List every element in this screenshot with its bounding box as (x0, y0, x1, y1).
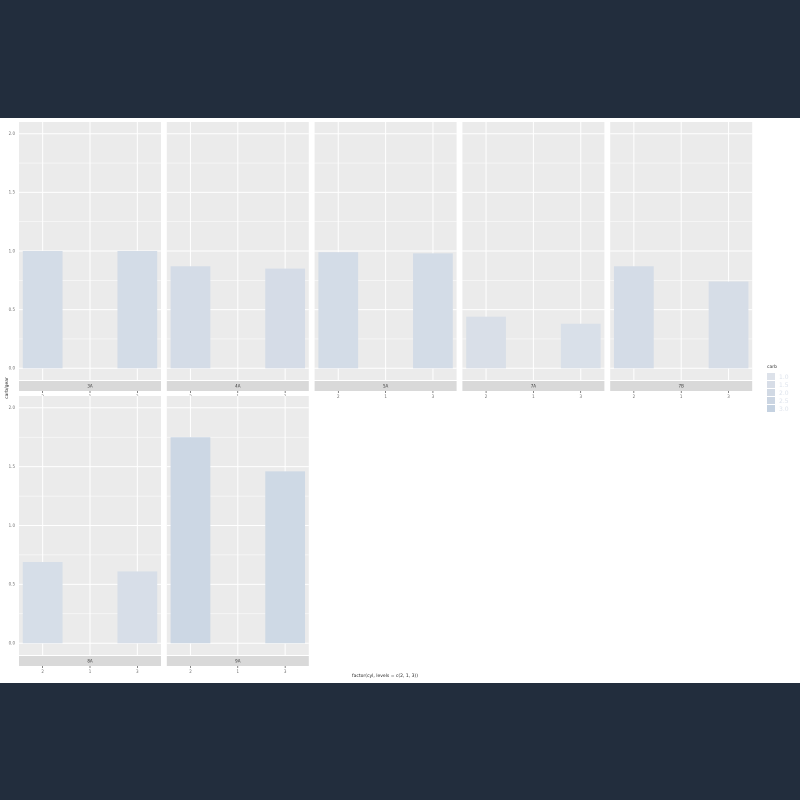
x-tick-label: 1 (384, 394, 387, 399)
strip-label: 8A (87, 659, 93, 664)
strip-label: 9A (235, 659, 241, 664)
bar-8A-4 (22, 561, 63, 644)
bar-7B-8 (708, 281, 749, 369)
x-tick-label: 3 (136, 669, 139, 674)
legend-key (767, 389, 775, 396)
y-tick-label: 0.0 (9, 366, 16, 371)
y-tick-label: 2.0 (9, 405, 16, 410)
legend-key (767, 381, 775, 388)
x-tick-label: 3 (284, 669, 287, 674)
legend-label: 2.5 (779, 398, 789, 405)
x-tick-label: 2 (337, 394, 340, 399)
facet-panel-9A: 9A 2 1 3 (166, 396, 309, 674)
x-tick-label: 3 (579, 394, 582, 399)
strip-label: 5A (383, 384, 389, 389)
strip-label: 7B (679, 384, 685, 389)
bar-5A-4 (318, 252, 359, 369)
x-tick-label: 3 (432, 394, 435, 399)
y-tick-label: 1.5 (9, 464, 16, 469)
x-tick-label: 1 (680, 394, 683, 399)
x-tick-label: 2 (633, 394, 636, 399)
x-tick-label: 1 (237, 669, 240, 674)
x-axis-title: factor(cyl, levels = c(2, 1, 3)) (352, 673, 418, 679)
bar-5A-8 (413, 253, 453, 369)
y-tick-label: 0.0 (9, 641, 16, 646)
x-tick-label: 2 (189, 669, 192, 674)
strip-background (314, 381, 457, 391)
y-tick-label: 1.0 (9, 523, 16, 528)
chart-figure: 3A2130.00.51.01.52.04A2135A2137A2137B213… (0, 118, 800, 683)
y-tick-label: 0.5 (9, 582, 16, 587)
bar-4A-4 (170, 266, 211, 369)
legend-label: 1.0 (779, 374, 789, 381)
strip-label: 3A (87, 384, 93, 389)
legend-label: 2.0 (779, 390, 789, 397)
y-axis-title: carb/gear (4, 377, 10, 399)
strip-background (462, 381, 605, 391)
legend-label: 3.0 (779, 406, 789, 413)
legend-key (767, 405, 775, 412)
strip-label: 4A (235, 384, 241, 389)
facet-panel-8A: 8A 2 1 3 0.0 0.5 1.0 1.5 2.0 (9, 396, 161, 674)
facet-panel-5A: 5A 2 1 3 (314, 122, 457, 399)
legend-key (767, 397, 775, 404)
bar-7A-8 (560, 323, 601, 369)
faceted-bar-chart: 3A2130.00.51.01.52.04A2135A2137A2137B213… (4, 122, 789, 679)
y-tick-label: 2.0 (9, 131, 16, 136)
facet-panel-4A: 4A213 (166, 122, 309, 399)
strip-background (19, 381, 161, 391)
bar-7A-4 (466, 316, 506, 369)
y-tick-label: 1.0 (9, 248, 16, 253)
legend-label: 1.5 (779, 382, 789, 389)
bar-7B-4 (613, 266, 654, 369)
facet-panel-7B: 7B 2 1 3 (610, 122, 753, 399)
x-tick-label: 2 (485, 394, 488, 399)
facet-panel-7A: 7A 2 1 3 (462, 122, 605, 399)
y-tick-label: 0.5 (9, 307, 16, 312)
strip-background (19, 656, 161, 666)
bar-9A-8 (265, 471, 306, 644)
strip-background (166, 381, 309, 391)
facet-panel-3A: 3A2130.00.51.01.52.0 (9, 122, 161, 399)
bar-8A-8 (117, 571, 158, 644)
x-tick-label: 2 (41, 669, 44, 674)
legend-title: carb (767, 364, 777, 370)
x-tick-label: 1 (89, 669, 92, 674)
y-tick-label: 1.5 (9, 190, 16, 195)
x-tick-label: 1 (532, 394, 535, 399)
legend-key (767, 373, 775, 380)
strip-label: 7A (531, 384, 537, 389)
bar-4A-8 (265, 268, 306, 369)
bar-3A-8 (117, 251, 158, 369)
bar-9A-4 (170, 437, 211, 644)
x-tick-label: 3 (727, 394, 730, 399)
strip-background (166, 656, 309, 666)
bar-3A-4 (22, 251, 63, 369)
strip-background (610, 381, 753, 391)
